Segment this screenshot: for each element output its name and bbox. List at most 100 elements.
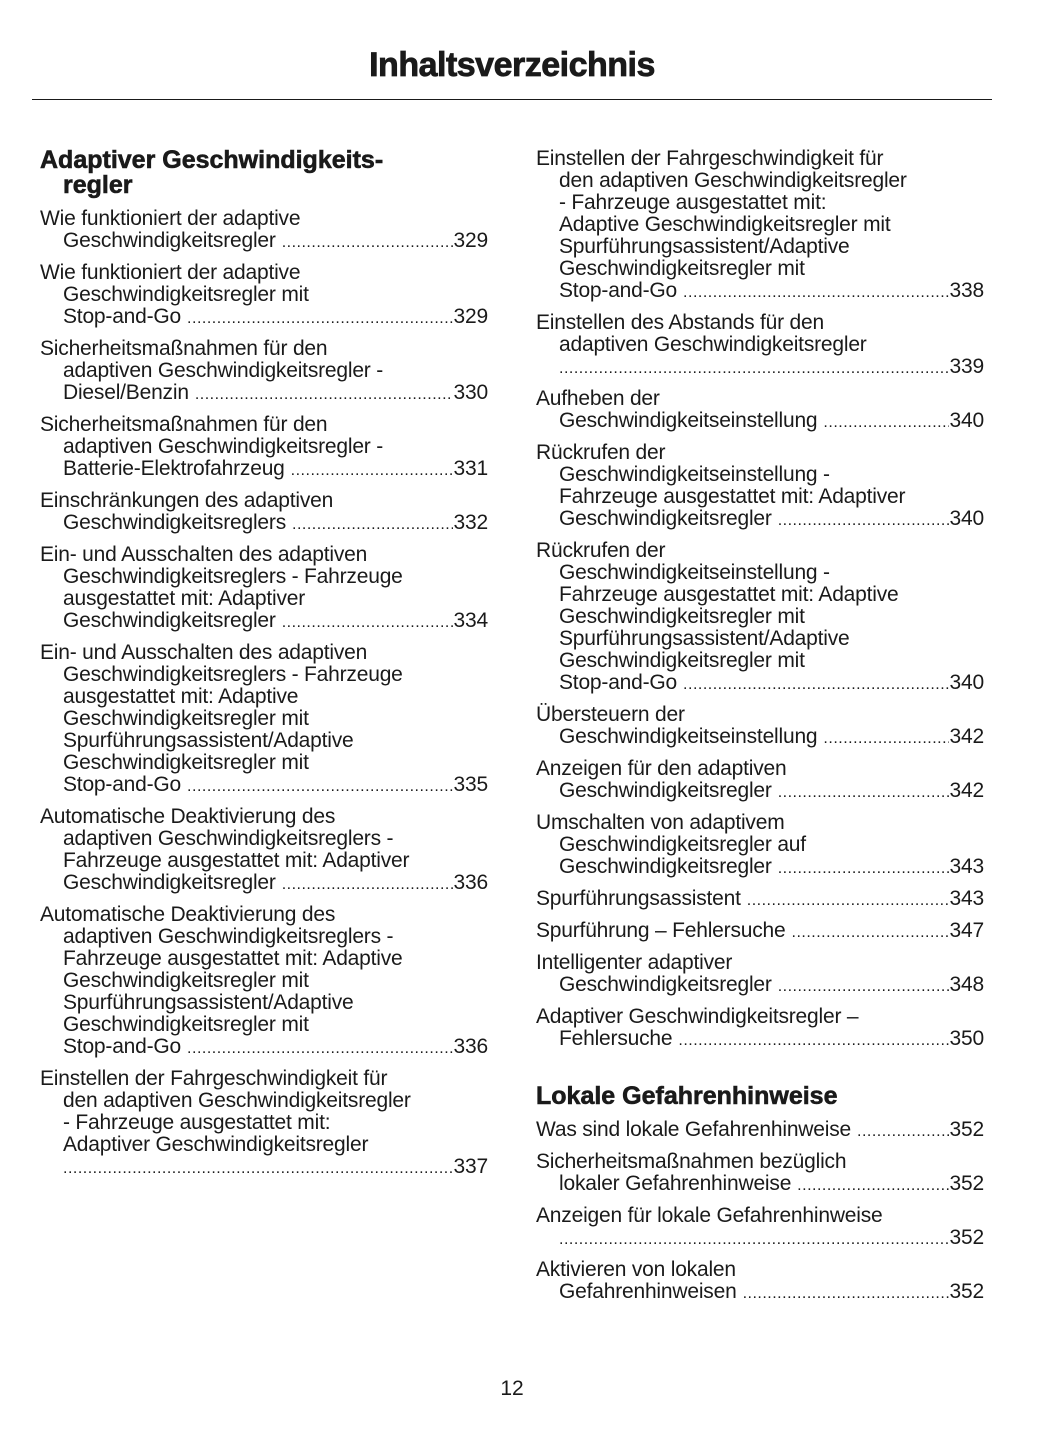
section-heading-adaptive-cruise-control: Adaptiver Geschwindigkeits- regler — [40, 147, 488, 198]
toc-page-number[interactable]: 338 — [949, 279, 985, 302]
toc-entry-text: adaptiven Geschwindigkeitsreglers - — [63, 827, 394, 850]
dot-leader — [778, 976, 949, 998]
toc-entry-line: Ein- und Ausschalten des adaptiven — [40, 642, 488, 664]
toc-page-number[interactable]: 348 — [949, 973, 985, 996]
toc-entry-line: Aktivieren von lokalen — [536, 1259, 984, 1281]
toc-page-number[interactable]: 340 — [949, 507, 985, 530]
toc-entry[interactable]: Spurführung – Fehlersuche 347 — [536, 920, 984, 944]
toc-entry-line: Wie funktioniert der adaptive — [40, 262, 488, 284]
toc-entry-line: Adaptive Geschwindigkeitsregler mit — [536, 214, 984, 236]
toc-entry-line: Geschwindigkeitsregler mit — [40, 708, 488, 730]
toc-entry-line: Geschwindigkeitsregler mit — [40, 284, 488, 306]
toc-entry[interactable]: Ein- und Ausschalten des adaptiven Geschw… — [40, 642, 488, 798]
toc-entry[interactable]: Einstellen der Fahrgeschwindigkeit für de… — [40, 1068, 488, 1180]
toc-page-number[interactable]: 350 — [949, 1027, 985, 1050]
toc-entry-line: Spurführungsassistent/Adaptive — [40, 992, 488, 1014]
toc-entry-line: Geschwindigkeitsregler 343 — [536, 856, 984, 880]
toc-entry-text: Einstellen der Fahrgeschwindigkeit für — [40, 1067, 388, 1090]
toc-page-number[interactable]: 343 — [949, 887, 985, 910]
left-column: Adaptiver Geschwindigkeits- regler Wie f… — [40, 147, 489, 1188]
toc-entry-line: Geschwindigkeitseinstellung - — [536, 464, 984, 486]
toc-page-number[interactable]: 340 — [949, 671, 985, 694]
toc-page-number[interactable]: 352 — [949, 1280, 985, 1303]
toc-page-number[interactable]: 330 — [453, 381, 489, 404]
toc-page-number[interactable]: 352 — [949, 1172, 985, 1195]
toc-entry-line: Spurführungsassistent/Adaptive — [536, 236, 984, 258]
toc-entry[interactable]: Sicherheitsmaßnahmen bezüglich lokaler Ge… — [536, 1151, 984, 1197]
toc-entry-text: Übersteuern der — [536, 703, 685, 726]
toc-entry[interactable]: Anzeigen für den adaptiven Geschwindigkei… — [536, 758, 984, 804]
toc-page-number[interactable]: 332 — [453, 511, 489, 534]
toc-entry[interactable]: Wie funktioniert der adaptive Geschwindig… — [40, 262, 488, 330]
page-title: Inhaltsverzeichnis — [369, 46, 656, 85]
toc-entry-text: Batterie-Elektrofahrzeug — [63, 457, 285, 480]
toc-entry-text: Automatische Deaktivierung des — [40, 805, 336, 828]
toc-entry-text: Wie funktioniert der adaptive — [40, 207, 301, 230]
toc-entry[interactable]: Sicherheitsmaßnahmen für den adaptiven Ge… — [40, 338, 488, 406]
toc-entry[interactable]: Automatische Deaktivierung des adaptiven … — [40, 806, 488, 896]
toc-entry-text: Geschwindigkeitseinstellung - — [559, 561, 830, 584]
toc-entry[interactable]: Adaptiver Geschwindigkeitsregler – Fehler… — [536, 1006, 984, 1052]
toc-entry[interactable]: Rückrufen der Geschwindigkeitseinstellung… — [536, 442, 984, 532]
toc-entry[interactable]: Sicherheitsmaßnahmen für den adaptiven Ge… — [40, 414, 488, 482]
toc-entry-line: Stop-and-Go 338 — [536, 280, 984, 304]
toc-page-number[interactable]: 331 — [453, 457, 489, 480]
toc-entry-text: ausgestattet mit: Adaptive — [63, 685, 299, 708]
toc-page-number[interactable]: 329 — [453, 229, 489, 252]
toc-entry-line: Ein- und Ausschalten des adaptiven — [40, 544, 488, 566]
toc-entry-line: Geschwindigkeitsreglers - Fahrzeuge — [40, 566, 488, 588]
toc-entry-line: Geschwindigkeitsregler 342 — [536, 780, 984, 804]
toc-entry-line: - Fahrzeuge ausgestattet mit: — [536, 192, 984, 214]
toc-entry[interactable]: Wie funktioniert der adaptive Geschwindig… — [40, 208, 488, 254]
toc-entry[interactable]: Einschränkungen des adaptiven Geschwindig… — [40, 490, 488, 536]
toc-page-number[interactable]: 336 — [453, 871, 489, 894]
toc-entry-text: Sicherheitsmaßnahmen bezüglich — [536, 1150, 847, 1173]
toc-entry[interactable]: Automatische Deaktivierung des adaptiven … — [40, 904, 488, 1060]
toc-entry[interactable]: Rückrufen der Geschwindigkeitseinstellung… — [536, 540, 984, 696]
toc-entry-line: Rückrufen der — [536, 442, 984, 464]
toc-page-number[interactable]: 336 — [453, 1035, 489, 1058]
toc-page-number[interactable]: 340 — [949, 409, 985, 432]
toc-entry-text: Diesel/Benzin — [63, 381, 189, 404]
toc-entry-text: Wie funktioniert der adaptive — [40, 261, 301, 284]
toc-entry[interactable]: Was sind lokale Gefahrenhinweise 352 — [536, 1119, 984, 1143]
toc-entry[interactable]: Einstellen der Fahrgeschwindigkeit für de… — [536, 148, 984, 304]
toc-entry-text: Geschwindigkeitsregler — [559, 973, 772, 996]
toc-page-number[interactable]: 343 — [949, 855, 985, 878]
toc-page-number[interactable]: 337 — [453, 1155, 489, 1178]
toc-entry[interactable]: Einstellen des Abstands für den adaptiven… — [536, 312, 984, 380]
toc-entry-line: Geschwindigkeitsregler mit — [536, 650, 984, 672]
toc-page-number[interactable]: 352 — [949, 1118, 985, 1141]
toc-entry-text: Spurführung – Fehlersuche — [536, 919, 786, 942]
toc-entry-text: adaptiven Geschwindigkeitsregler - — [63, 435, 384, 458]
toc-entry[interactable]: Anzeigen für lokale Gefahrenhinweise 352 — [536, 1205, 984, 1251]
toc-entry-line: Stop-and-Go 329 — [40, 306, 488, 330]
dot-leader — [792, 922, 949, 944]
toc-entry-line: Geschwindigkeitsregler 334 — [40, 610, 488, 634]
toc-page-number[interactable]: 329 — [453, 305, 489, 328]
toc-page-number[interactable]: 334 — [453, 609, 489, 632]
toc-entry-text: Geschwindigkeitsregler mit — [63, 1013, 309, 1036]
toc-entry[interactable]: Übersteuern der Geschwindigkeitseinstellu… — [536, 704, 984, 750]
toc-page-number[interactable]: 347 — [949, 919, 985, 942]
toc-entry-text: Geschwindigkeitsregler mit — [559, 605, 805, 628]
toc-entry-line: Einschränkungen des adaptiven — [40, 490, 488, 512]
toc-entry-text: Rückrufen der — [536, 539, 666, 562]
toc-page-number[interactable]: 339 — [949, 355, 985, 378]
toc-entry-text: Adaptiver Geschwindigkeitsregler – — [536, 1005, 859, 1028]
toc-entry[interactable]: Intelligenter adaptiver Geschwindigkeitsr… — [536, 952, 984, 998]
toc-page-number[interactable]: 352 — [949, 1226, 985, 1249]
dot-leader — [559, 1229, 949, 1251]
dot-leader — [282, 612, 453, 634]
toc-entry[interactable]: Ein- und Ausschalten des adaptiven Geschw… — [40, 544, 488, 634]
toc-entry[interactable]: Spurführungsassistent 343 — [536, 888, 984, 912]
toc-entry-text: Geschwindigkeitsregler — [63, 871, 276, 894]
toc-entries: Einstellen der Fahrgeschwindigkeit für de… — [536, 148, 984, 1052]
toc-entry[interactable]: Umschalten von adaptivem Geschwindigkeits… — [536, 812, 984, 880]
toc-page-number[interactable]: 342 — [949, 779, 985, 802]
toc-page-number[interactable]: 342 — [949, 725, 985, 748]
toc-page-number[interactable]: 335 — [453, 773, 489, 796]
dot-leader — [187, 1038, 453, 1060]
